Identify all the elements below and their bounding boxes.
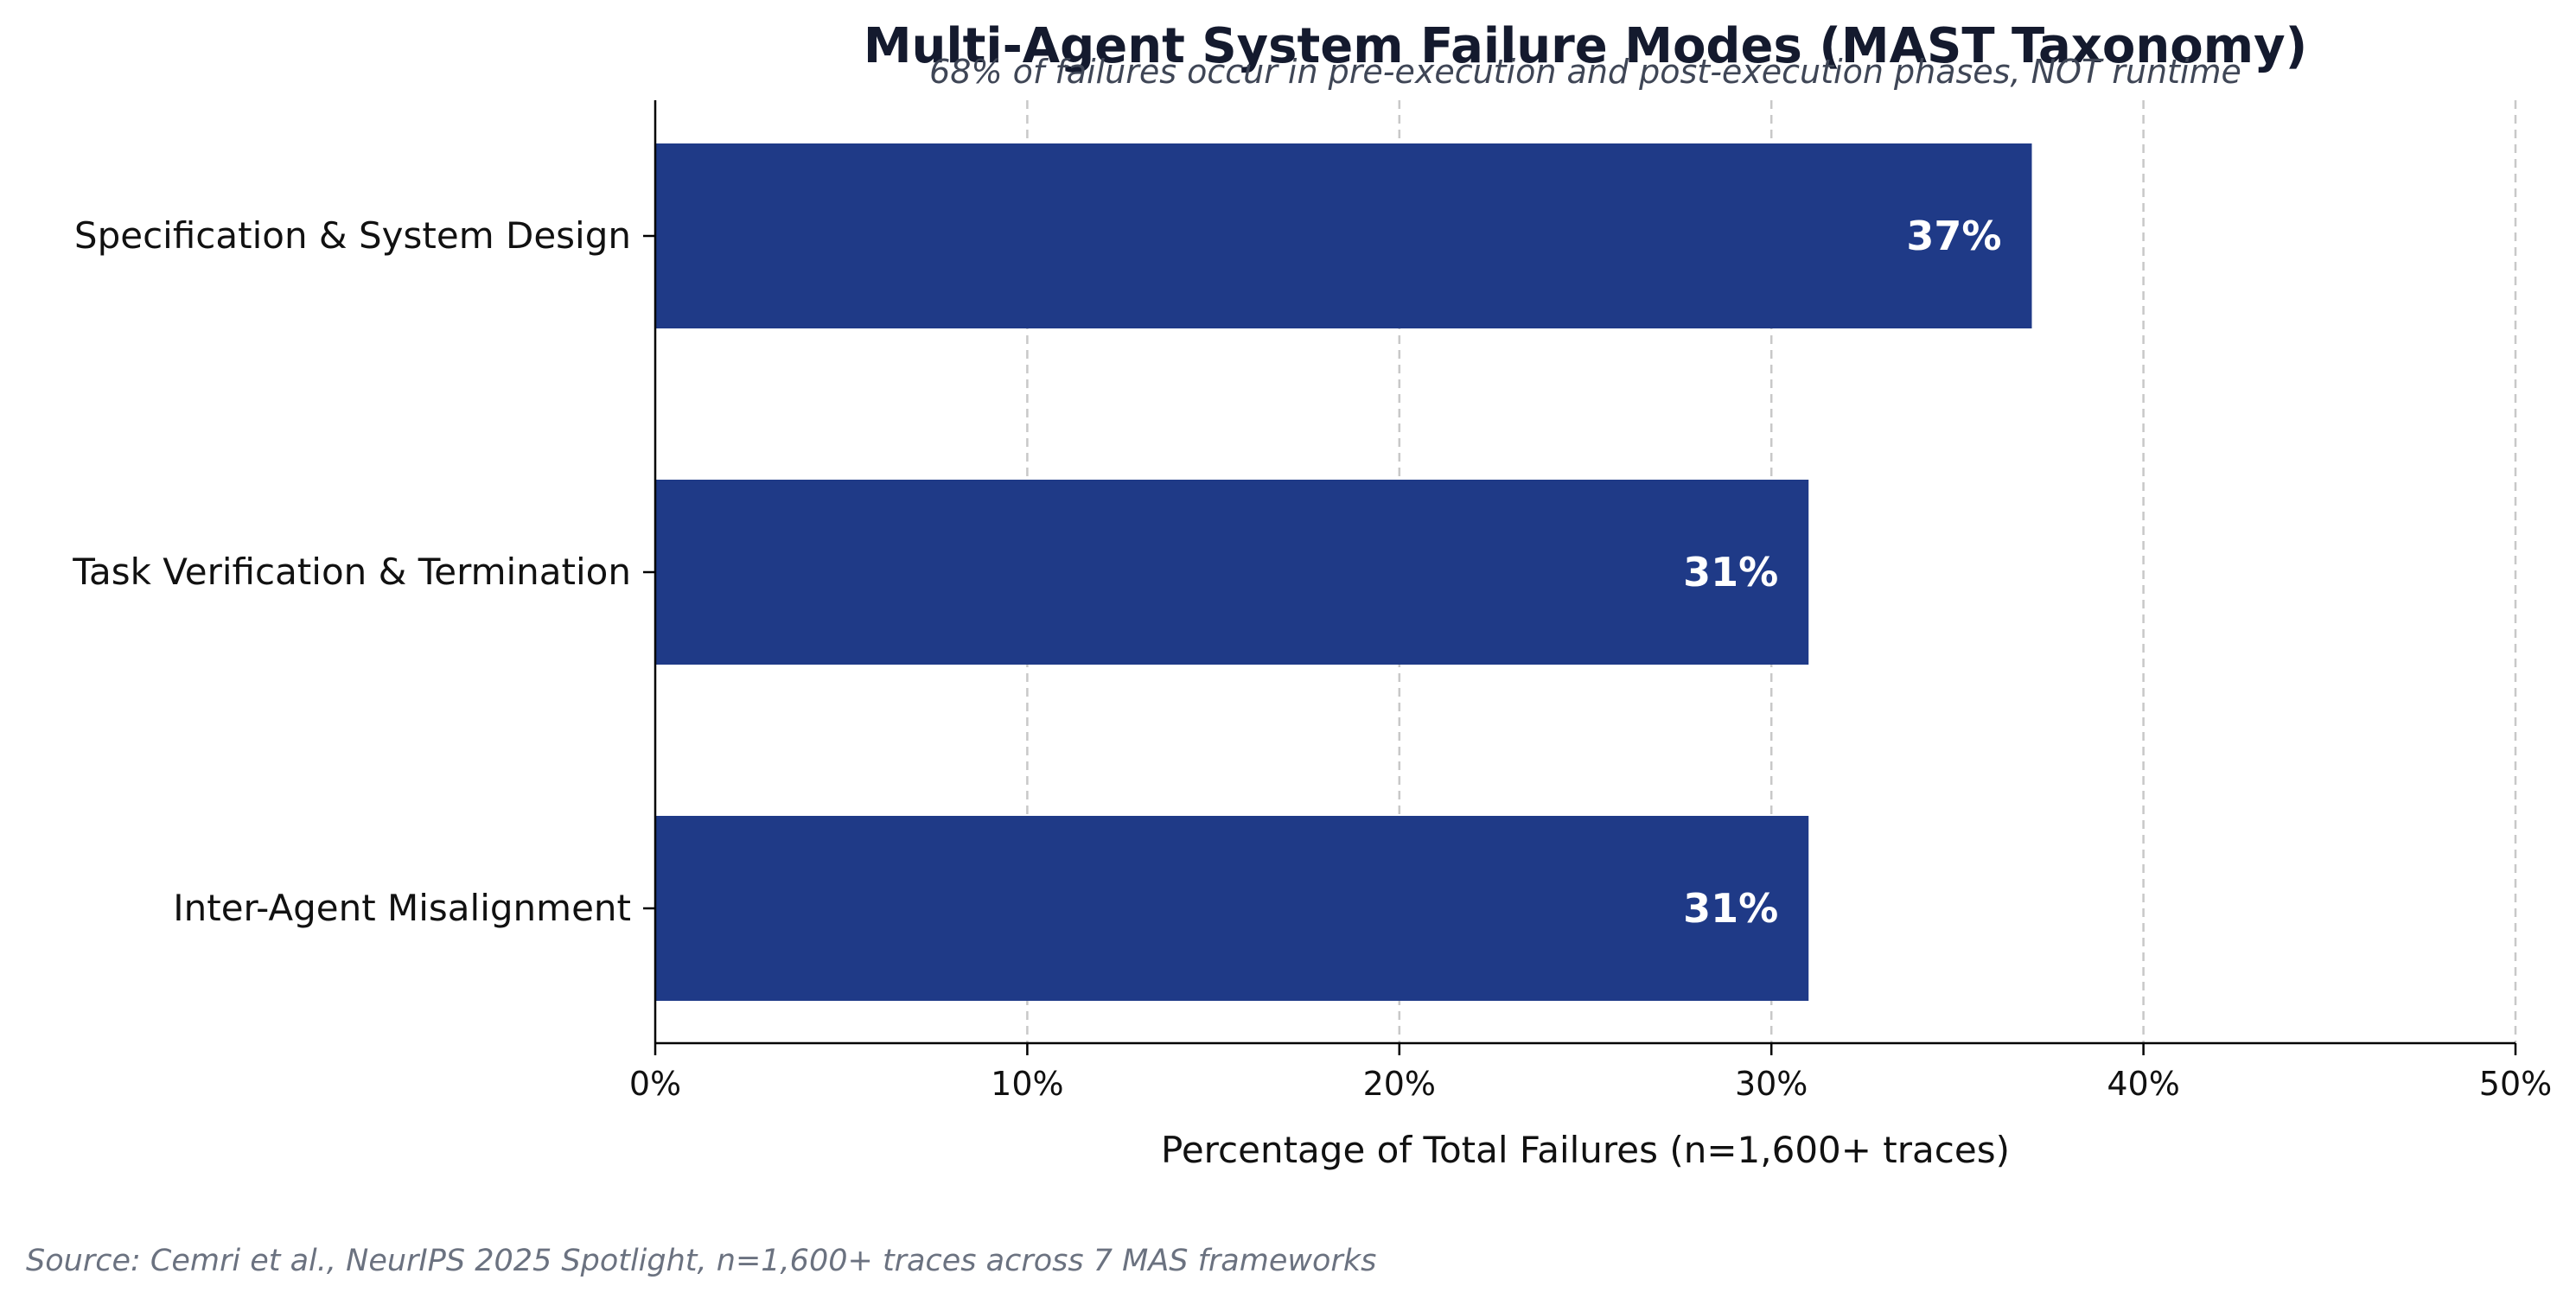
x-tick-label: 30% xyxy=(1735,1065,1808,1103)
chart-title: Multi-Agent System Failure Modes (MAST T… xyxy=(864,18,2307,74)
source-note: Source: Cemri et al., NeurIPS 2025 Spotl… xyxy=(26,1244,1376,1278)
x-ticks: 0% 10% 20% 30% 40% 50% xyxy=(629,1043,2552,1103)
x-axis-label: Percentage of Total Failures (n=1,600+ t… xyxy=(1161,1129,2010,1171)
x-tick-label: 40% xyxy=(2107,1065,2179,1103)
chart-subtitle: 68% of failures occur in pre-execution a… xyxy=(929,53,2241,91)
bar xyxy=(655,143,2032,328)
bars: 37% 31% 31% xyxy=(655,143,2032,1001)
x-tick-label: 50% xyxy=(2479,1065,2552,1103)
category-label: Task Verification & Termination xyxy=(72,551,631,593)
bar-value-label: 31% xyxy=(1683,885,1778,932)
category-label: Specification & System Design xyxy=(74,214,631,257)
bar xyxy=(655,816,1809,1001)
x-tick-label: 0% xyxy=(629,1065,681,1103)
category-labels: Specification & System Design Task Verifi… xyxy=(72,214,655,929)
x-tick-label: 10% xyxy=(991,1065,1063,1103)
bar-value-label: 37% xyxy=(1906,213,2001,259)
bar xyxy=(655,480,1809,665)
x-tick-label: 20% xyxy=(1363,1065,1436,1103)
category-label: Inter-Agent Misalignment xyxy=(173,887,631,929)
bar-value-label: 31% xyxy=(1683,549,1778,595)
